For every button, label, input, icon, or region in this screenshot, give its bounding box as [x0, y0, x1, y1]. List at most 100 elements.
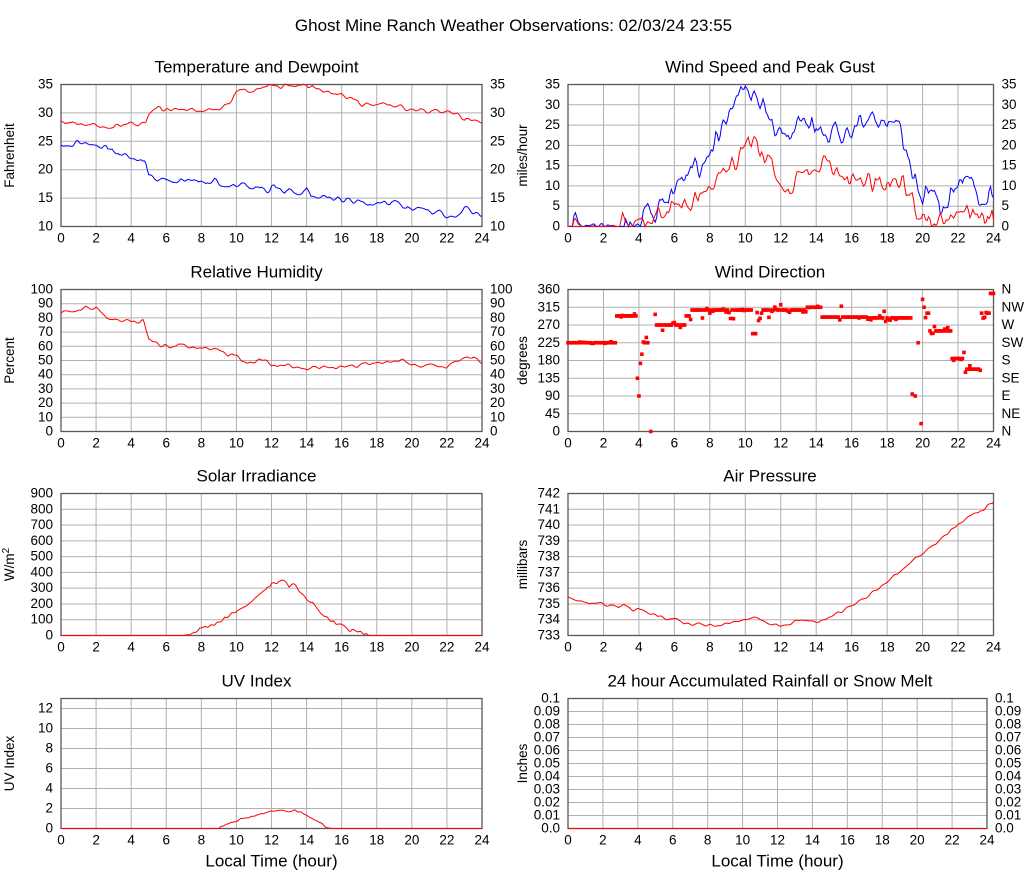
- svg-text:SW: SW: [1002, 334, 1024, 349]
- svg-text:4: 4: [127, 435, 135, 449]
- svg-text:50: 50: [38, 352, 53, 367]
- svg-text:12: 12: [264, 435, 279, 449]
- svg-text:14: 14: [299, 832, 315, 847]
- svg-text:10: 10: [229, 231, 244, 245]
- svg-text:16: 16: [840, 832, 855, 847]
- svg-text:2: 2: [600, 640, 608, 654]
- svg-text:6: 6: [669, 832, 677, 847]
- svg-text:15: 15: [1002, 158, 1017, 173]
- svg-text:8: 8: [706, 435, 714, 449]
- svg-text:12: 12: [264, 832, 279, 847]
- svg-text:16: 16: [334, 640, 349, 654]
- svg-text:6: 6: [162, 231, 170, 245]
- svg-text:35: 35: [38, 77, 53, 92]
- svg-text:12: 12: [264, 640, 279, 654]
- svg-text:18: 18: [875, 832, 890, 847]
- svg-text:10: 10: [229, 640, 244, 654]
- svg-text:0.03: 0.03: [534, 781, 560, 796]
- svg-text:15: 15: [545, 158, 560, 173]
- svg-text:degrees: degrees: [515, 335, 530, 384]
- svg-text:14: 14: [809, 435, 825, 449]
- svg-text:8: 8: [706, 231, 714, 245]
- svg-text:18: 18: [369, 832, 384, 847]
- svg-text:0.05: 0.05: [995, 755, 1021, 770]
- svg-text:10: 10: [38, 409, 53, 424]
- svg-text:4: 4: [45, 780, 53, 795]
- svg-text:25: 25: [38, 133, 53, 148]
- svg-text:500: 500: [30, 549, 53, 564]
- svg-text:22: 22: [951, 640, 966, 654]
- svg-text:24: 24: [474, 832, 490, 847]
- svg-text:Local Time (hour): Local Time (hour): [205, 851, 337, 870]
- svg-text:80: 80: [490, 309, 505, 324]
- svg-text:315: 315: [537, 299, 560, 314]
- svg-text:14: 14: [299, 231, 315, 245]
- svg-text:0.05: 0.05: [534, 755, 560, 770]
- svg-text:22: 22: [439, 640, 454, 654]
- svg-text:10: 10: [1002, 178, 1017, 193]
- svg-text:10: 10: [490, 409, 505, 424]
- svg-text:0.06: 0.06: [995, 742, 1021, 757]
- svg-text:0.0: 0.0: [995, 820, 1014, 835]
- svg-text:E: E: [1002, 388, 1011, 403]
- svg-text:16: 16: [334, 435, 349, 449]
- svg-text:0: 0: [564, 832, 572, 847]
- svg-text:0: 0: [57, 435, 65, 449]
- svg-text:16: 16: [334, 832, 349, 847]
- svg-text:18: 18: [880, 231, 895, 245]
- svg-text:80: 80: [38, 309, 53, 324]
- svg-text:UV Index: UV Index: [2, 735, 17, 791]
- svg-text:0.07: 0.07: [995, 729, 1021, 744]
- svg-text:20: 20: [545, 137, 560, 152]
- svg-text:24: 24: [474, 640, 490, 654]
- svg-text:0.1: 0.1: [541, 690, 560, 705]
- svg-text:60: 60: [490, 338, 505, 353]
- svg-text:0: 0: [490, 423, 498, 438]
- svg-text:270: 270: [537, 317, 560, 332]
- svg-text:20: 20: [915, 640, 930, 654]
- svg-text:0.06: 0.06: [534, 742, 560, 757]
- svg-text:35: 35: [490, 77, 505, 92]
- svg-text:735: 735: [537, 596, 560, 611]
- svg-text:18: 18: [369, 435, 384, 449]
- svg-text:90: 90: [490, 295, 505, 310]
- svg-text:Fahrenheit: Fahrenheit: [2, 123, 17, 188]
- svg-text:20: 20: [490, 162, 505, 177]
- svg-text:135: 135: [537, 370, 560, 385]
- svg-text:22: 22: [951, 435, 966, 449]
- svg-text:millibars: millibars: [515, 540, 530, 590]
- svg-text:5: 5: [1002, 198, 1010, 213]
- svg-text:2: 2: [599, 832, 607, 847]
- svg-text:24: 24: [986, 231, 1002, 245]
- svg-text:8: 8: [198, 231, 206, 245]
- svg-text:Wind Speed and Peak Gust: Wind Speed and Peak Gust: [665, 58, 875, 77]
- svg-text:800: 800: [30, 501, 53, 516]
- svg-text:0.1: 0.1: [995, 690, 1014, 705]
- svg-text:24: 24: [474, 435, 490, 449]
- svg-text:16: 16: [334, 231, 349, 245]
- svg-text:12: 12: [773, 231, 788, 245]
- svg-text:0: 0: [57, 231, 65, 245]
- svg-text:24: 24: [474, 231, 490, 245]
- svg-text:2: 2: [600, 231, 608, 245]
- svg-text:10: 10: [738, 640, 753, 654]
- svg-text:2: 2: [92, 832, 100, 847]
- svg-text:733: 733: [537, 628, 560, 643]
- svg-text:0.04: 0.04: [534, 768, 561, 783]
- svg-text:30: 30: [490, 105, 505, 120]
- svg-text:4: 4: [127, 231, 135, 245]
- svg-text:SE: SE: [1002, 370, 1020, 385]
- svg-text:30: 30: [545, 97, 560, 112]
- svg-text:736: 736: [537, 580, 560, 595]
- svg-text:10: 10: [38, 219, 53, 234]
- svg-text:0.02: 0.02: [534, 794, 560, 809]
- svg-text:W: W: [1002, 317, 1015, 332]
- svg-text:300: 300: [30, 580, 53, 595]
- svg-text:6: 6: [671, 231, 679, 245]
- svg-text:25: 25: [490, 133, 505, 148]
- svg-text:90: 90: [38, 295, 53, 310]
- svg-text:0.02: 0.02: [995, 794, 1021, 809]
- svg-text:22: 22: [951, 231, 966, 245]
- svg-text:8: 8: [704, 832, 712, 847]
- svg-text:2: 2: [92, 435, 100, 449]
